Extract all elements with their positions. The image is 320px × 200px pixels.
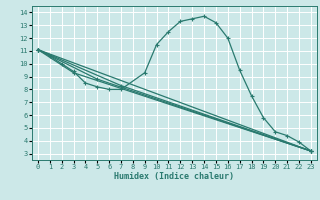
X-axis label: Humidex (Indice chaleur): Humidex (Indice chaleur) — [115, 172, 234, 181]
